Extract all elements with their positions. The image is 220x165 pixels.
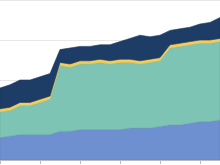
x-tick [0, 160, 1, 164]
grid [0, 1, 220, 161]
x-tick-mark [120, 160, 121, 164]
x-tick [80, 160, 81, 164]
x-axis [1, 160, 220, 164]
x-tick-mark [160, 160, 161, 164]
x-tick [160, 160, 161, 164]
x-tick [200, 160, 201, 164]
x-tick-mark [200, 160, 201, 164]
x-tick-mark [0, 160, 1, 164]
grid-line [0, 0, 220, 1]
chart [0, 0, 220, 165]
x-tick-mark [80, 160, 81, 164]
x-tick [120, 160, 121, 164]
x-axis-line [1, 161, 220, 165]
areas [0, 18, 220, 160]
area-layer [0, 18, 220, 109]
x-tick [40, 160, 41, 164]
plot [0, 1, 220, 165]
x-tick-mark [40, 160, 41, 164]
